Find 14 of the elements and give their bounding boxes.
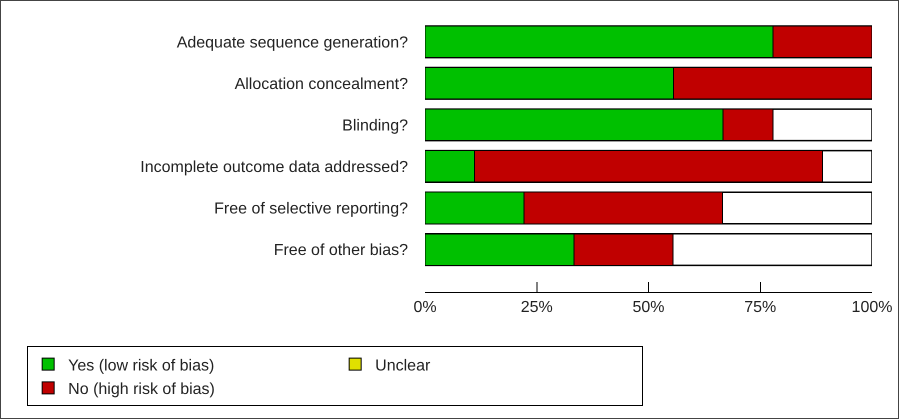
legend-label: No (high risk of bias) bbox=[68, 381, 215, 398]
y-tick-label: Free of selective reporting? bbox=[214, 200, 408, 218]
y-tick-label: Allocation concealment? bbox=[234, 76, 408, 93]
x-tick-label: 0% bbox=[413, 299, 437, 316]
x-tick-label: 50% bbox=[632, 299, 665, 316]
x-tick-label: 25% bbox=[520, 299, 553, 316]
legend-label: Yes (low risk of bias) bbox=[68, 357, 214, 374]
y-tick-label: Blinding? bbox=[342, 117, 408, 134]
y-tick-label: Free of other bias? bbox=[274, 242, 408, 260]
legend-label: Unclear bbox=[375, 357, 431, 374]
x-tick-label: 100% bbox=[852, 299, 892, 316]
x-tick-label: 75% bbox=[744, 299, 776, 316]
y-tick-label: Adequate sequence generation? bbox=[176, 34, 408, 52]
y-tick-label: Incomplete outcome data addressed? bbox=[140, 159, 408, 176]
